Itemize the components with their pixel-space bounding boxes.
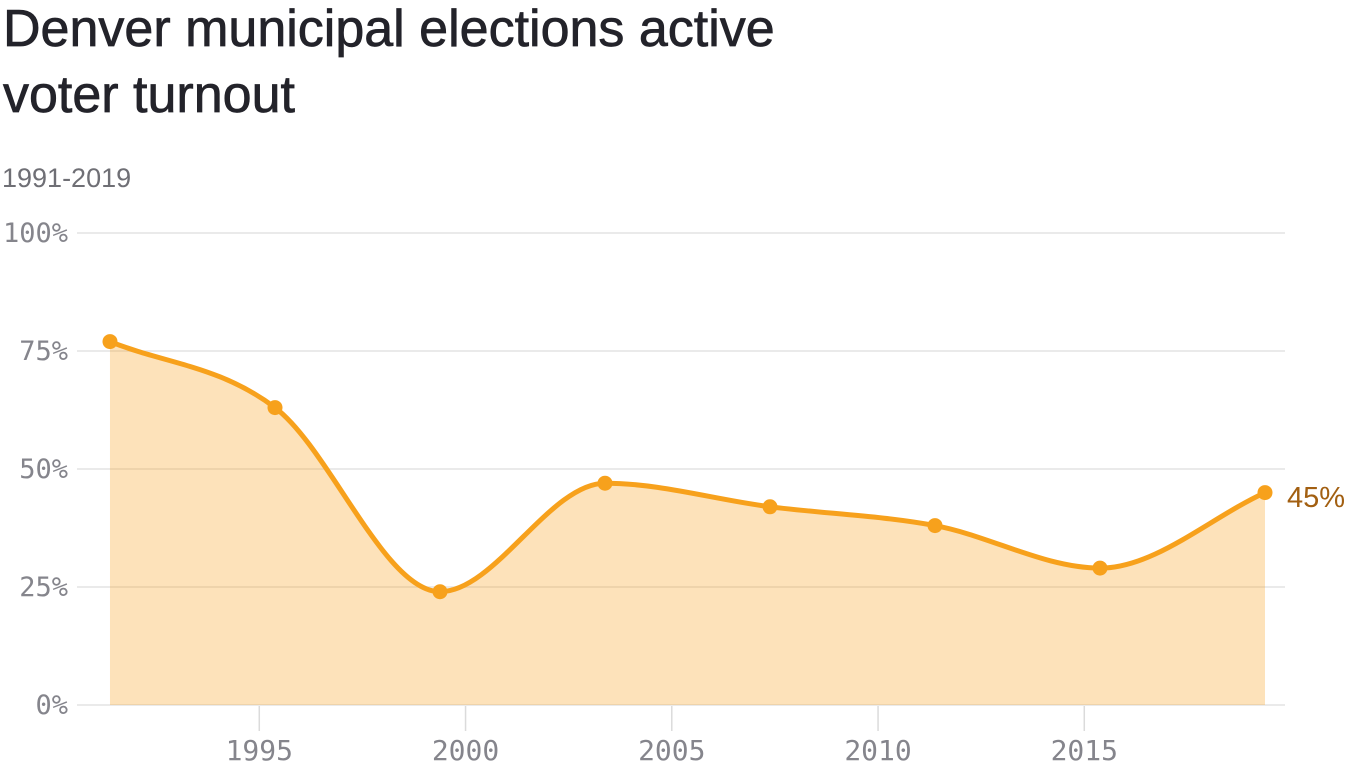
x-axis-label: 2015 (1051, 734, 1118, 767)
turnout-area (109, 341, 1266, 705)
y-axis-label: 0% (35, 690, 68, 721)
turnout-line (107, 339, 1268, 595)
x-axis-label: 2005 (638, 734, 705, 767)
data-point-1991 (102, 334, 118, 350)
x-axis-label: 2000 (432, 734, 499, 767)
chart-title: Denver municipal elections active voter … (3, 0, 775, 124)
y-axis-label: 25% (19, 572, 68, 603)
x-axis-label: 2010 (844, 734, 911, 767)
data-point-2007 (762, 499, 778, 515)
data-point-2015 (1092, 560, 1108, 576)
end-value-label: 45% (1287, 482, 1345, 514)
data-point-1995 (267, 400, 283, 416)
y-axis-label: 50% (19, 454, 68, 485)
x-axis-label: 1995 (226, 734, 293, 767)
data-point-2019 (1257, 485, 1273, 501)
y-axis-label: 75% (19, 336, 68, 367)
y-axis-label: 100% (3, 218, 68, 249)
data-point-2003 (597, 475, 613, 491)
data-point-2011 (927, 518, 943, 534)
data-point-1999 (432, 584, 448, 600)
chart-subtitle: 1991-2019 (2, 163, 132, 193)
